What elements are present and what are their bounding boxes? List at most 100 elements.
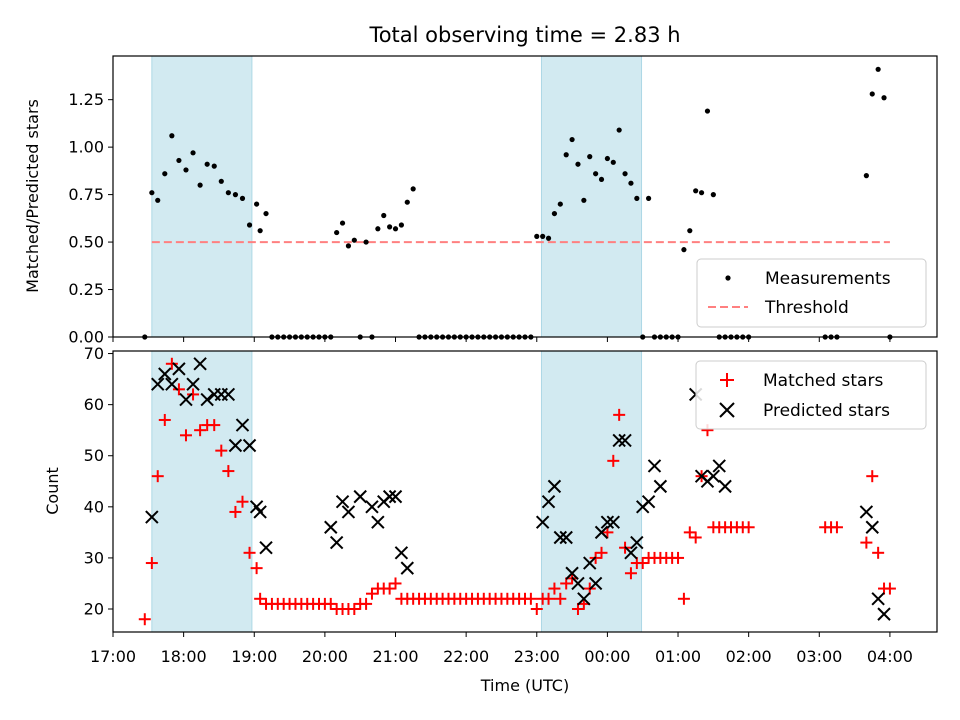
bottom-ytick-label-3: 50 [84,446,104,465]
predicted-star-point [365,500,379,514]
predicted-star-point [165,377,179,391]
bottom-ytick-label-2: 40 [84,497,104,516]
measurement-point [183,167,189,173]
predicted-star-point [200,392,214,407]
measurement-point [704,108,711,114]
matched-star-point [530,603,543,616]
measurement-point [687,228,693,234]
bottom-axes-frame [112,350,938,633]
predicted-star-point [535,515,550,529]
measurement-point [176,157,182,164]
bottom-ytick-label-1: 30 [84,548,104,567]
matched-star-point [222,465,235,478]
predicted-star-point [865,520,879,534]
matched-star-point [243,546,256,559]
measurement-point [598,176,605,183]
predicted-star-point [871,592,885,606]
shaded-span-1 [151,350,253,633]
predicted-star-point [382,489,397,504]
matched-star-point [872,546,885,559]
matched-star-point [560,577,573,590]
matched-star-point [571,603,584,616]
matched-star-point [860,536,873,549]
predicted-star-point [577,592,591,606]
matched-star-point [601,526,614,539]
measurement-point [693,188,699,194]
measurement-point [604,155,611,162]
chart-title: Total observing time = 2.83 h [368,23,680,47]
predicted-star-point [571,576,585,591]
shaded-span-2 [540,350,643,633]
top-ytick-label-3: 0.75 [68,185,104,204]
measurement-point [410,186,416,192]
predicted-star-point [618,433,632,448]
measurement-point [646,195,652,201]
matched-star-point [215,444,228,457]
matched-star-point [554,592,567,605]
matched-star-point [172,383,185,396]
measurement-point [392,226,399,232]
measurement-point [345,243,352,249]
matched-star-point [254,592,267,605]
predicted-star-point [145,510,159,524]
top-ytick-label-0: 0.00 [68,328,104,347]
x-axis-label: Time (UTC) [480,676,569,695]
predicted-star-point [859,505,874,519]
top-ytick-label-4: 1.00 [68,138,104,157]
matched-star-point [151,470,164,483]
matched-star-point [208,419,221,432]
matched-star-point [229,505,242,518]
matched-star-point [613,408,626,421]
measurement-point [634,195,640,201]
predicted-star-point [630,535,644,550]
predicted-star-point [600,515,615,529]
bottom-y-axis-ticks: 20 30 40 50 60 70 [84,344,113,619]
measurement-point [149,190,155,196]
matched-star-point [607,454,620,467]
measurement-point [563,152,569,158]
predicted-star-point [394,546,409,560]
bottom-panel: 20 30 40 50 60 70 17:00 18:00 19:00 20:00 21:00 22… [43,344,938,695]
measurement-point [363,239,369,245]
predicted-star-point [253,505,267,519]
matched-star-point [389,577,402,590]
predicted-star-point [335,495,350,509]
measurement-point [698,190,705,196]
predicted-star-point [151,377,165,391]
predicted-star-point [565,566,579,580]
matched-star-point [383,582,396,595]
predicted-star-point [329,535,344,550]
matched-star-point [145,557,158,570]
measurement-point [581,197,587,203]
xtick-label-0: 17:00 [90,647,136,666]
predicted-star-point [547,479,562,494]
measurement-point [622,171,628,177]
top-ytick-label-1: 0.25 [68,280,104,299]
matched-star-point [866,470,879,483]
measurement-point [190,150,196,156]
measurement-point [681,247,687,253]
bottom-y-axis-label: Count [43,467,62,515]
measurement-point [239,195,246,201]
matched-star-point [360,597,373,610]
matched-star-point [158,413,171,426]
measurement-point [534,233,540,239]
top-ytick-label-2: 0.50 [68,233,104,252]
predicted-star-point [371,515,385,529]
measurement-point [404,199,410,205]
measurement-point [863,173,869,179]
matched-star-point [542,592,555,605]
predicted-star-point [583,556,597,570]
measurement-point [869,91,875,97]
legend-threshold-label: Threshold [764,298,849,318]
predicted-star-point [594,525,609,540]
top-ytick-label-5: 1.25 [68,90,104,109]
matched-star-point [883,582,896,595]
top-shaded-spans [151,55,643,338]
predicted-star-point [718,479,732,494]
measurement-point [334,229,340,236]
top-panel: 0.00 0.25 0.50 0.75 1.00 1.25 Matched/Predict… [23,55,938,347]
xtick-label-4: 21:00 [372,647,418,666]
measurement-point [569,136,575,143]
predicted-star-point [400,561,414,575]
